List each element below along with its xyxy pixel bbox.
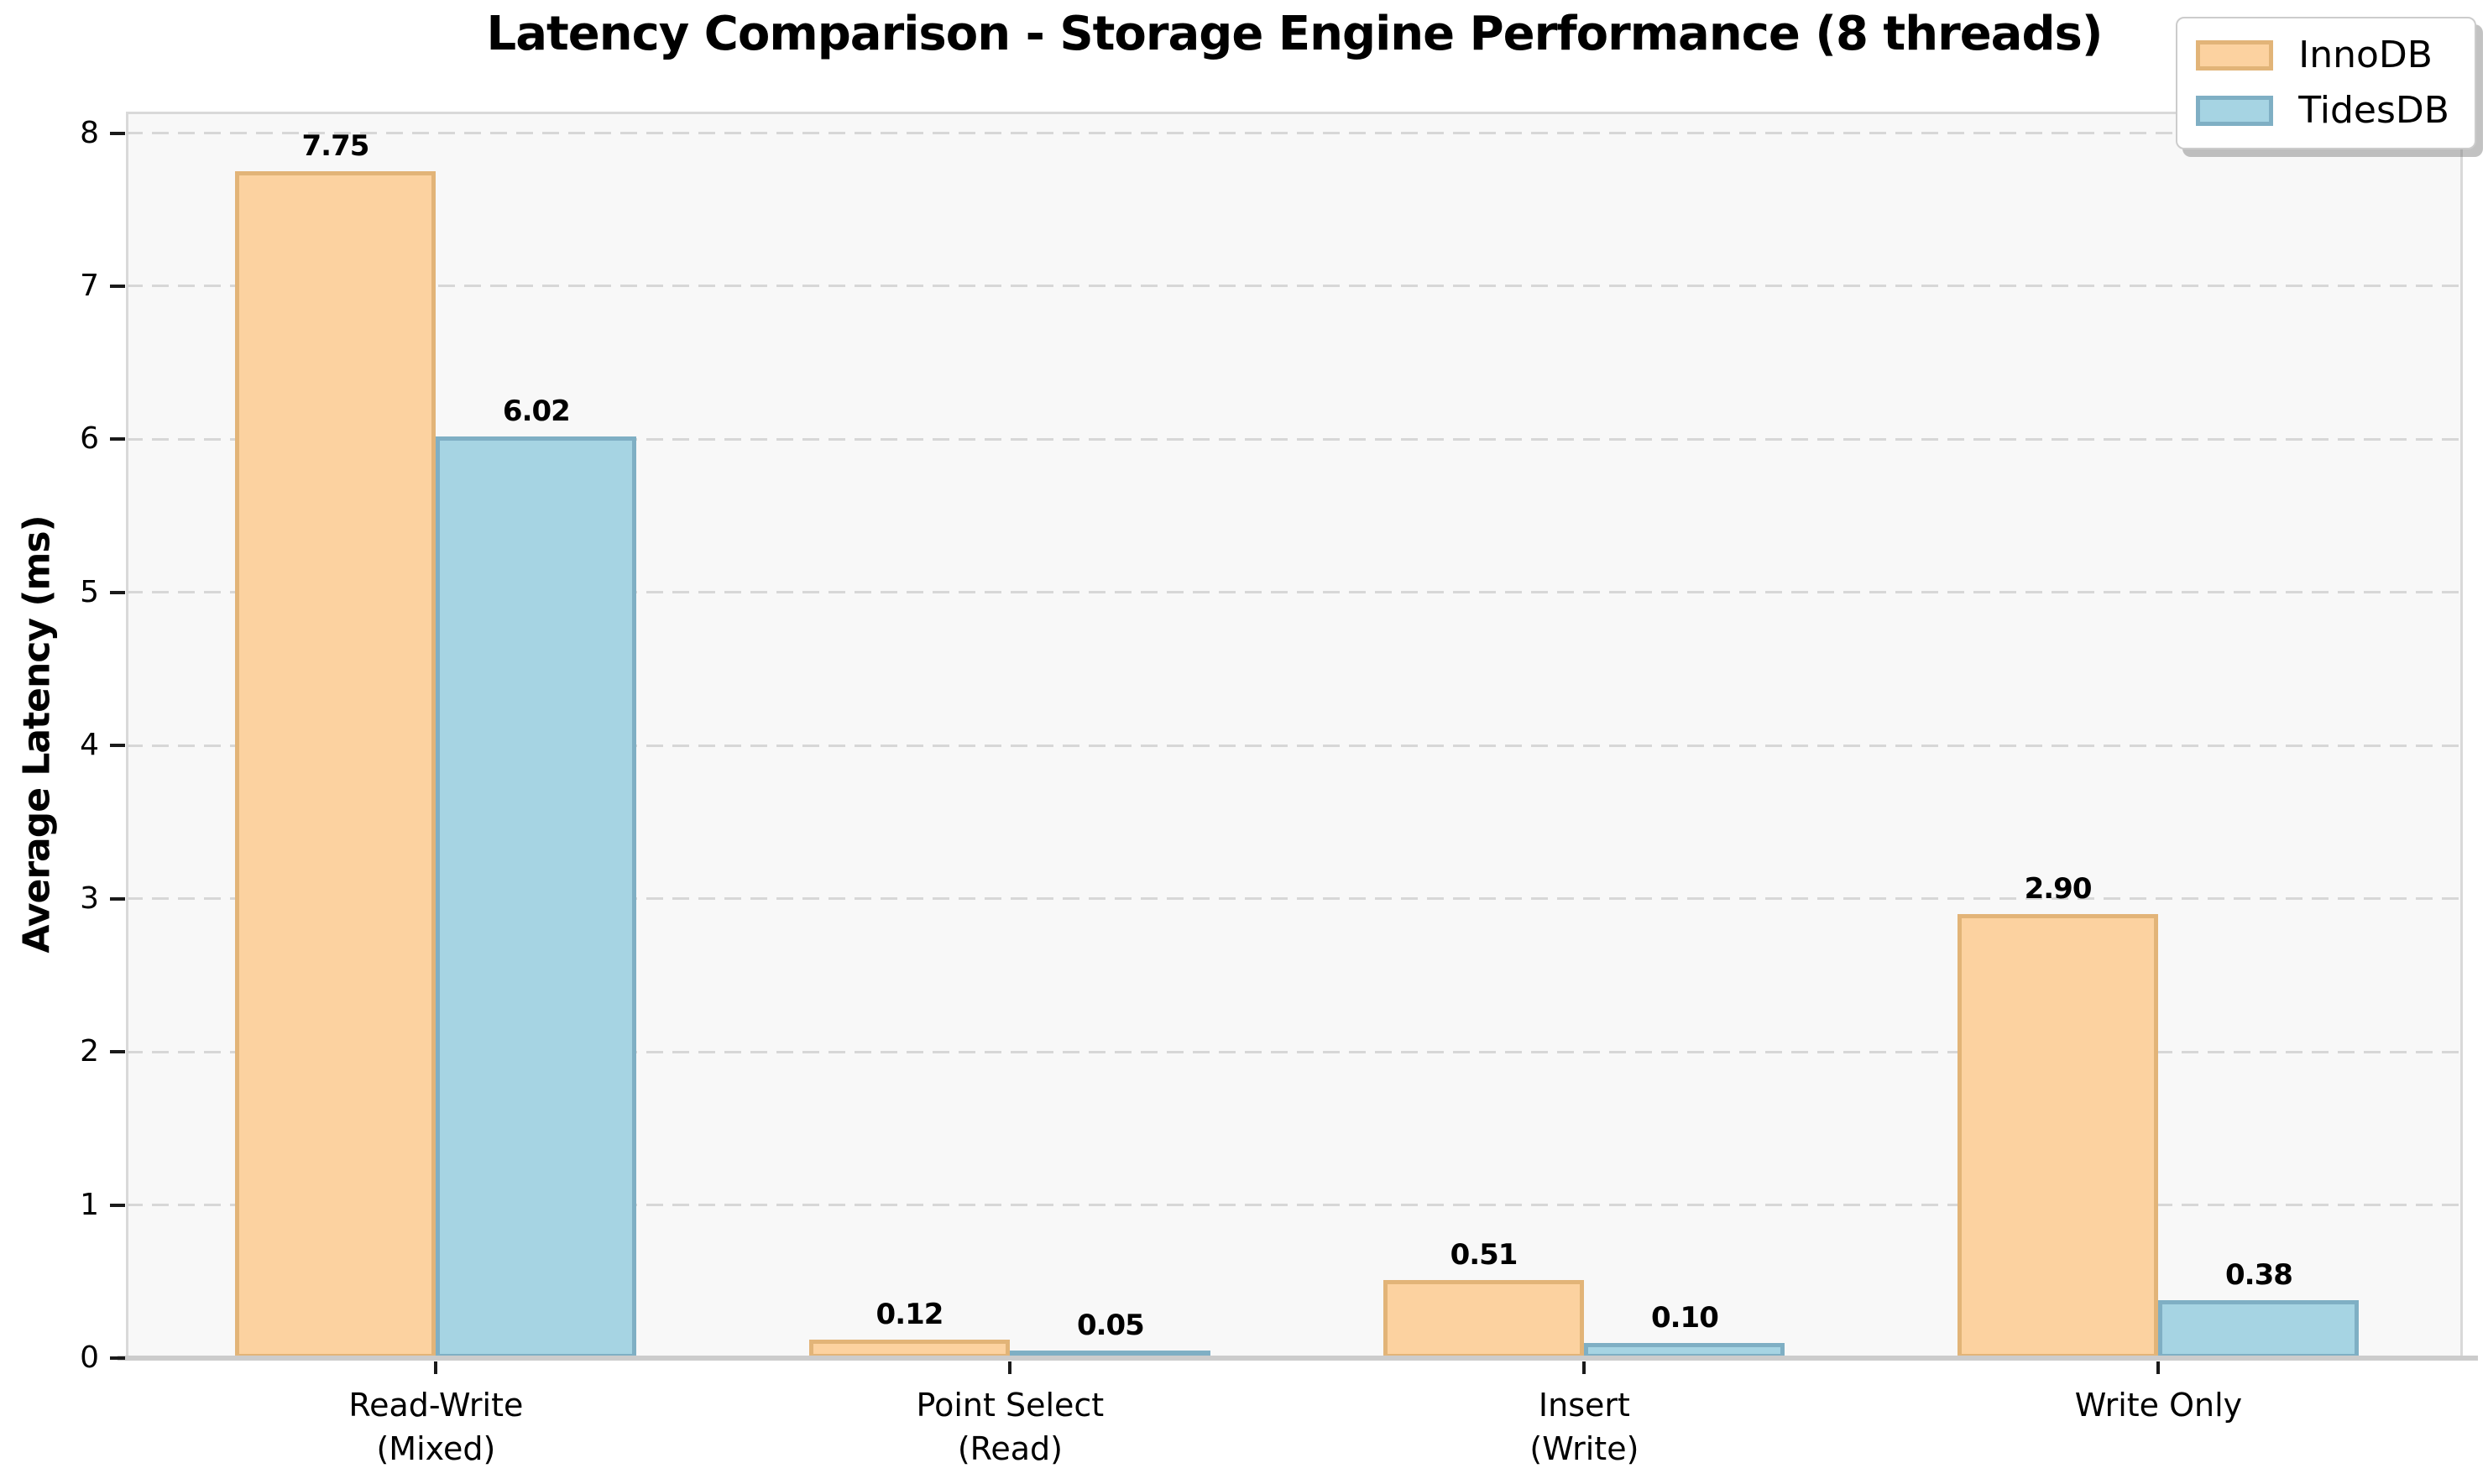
xtick-mark-insert-write (1582, 1361, 1586, 1374)
gridline-8 (126, 132, 2463, 135)
gridline-5 (126, 591, 2463, 594)
gridline-7 (126, 285, 2463, 288)
gridline-3 (126, 897, 2463, 901)
legend-label-tidesdb: TidesDB (2298, 89, 2449, 132)
chart-title: Latency Comparison - Storage Engine Perf… (486, 7, 2104, 61)
value-label-innodb-read-write-mixed: 7.75 (301, 129, 370, 164)
value-label-tidesdb-point-select-read: 0.05 (1076, 1308, 1145, 1342)
xtick-label-point-select-read: Point Select (Read) (916, 1387, 1105, 1467)
xtick-mark-point-select-read (1008, 1361, 1012, 1374)
xtick-label-write-only: Write Only (2074, 1387, 2243, 1424)
ytick-label-8: 8 (80, 115, 99, 150)
gridline-6 (126, 437, 2463, 441)
ytick-label-1: 1 (80, 1187, 99, 1222)
x-axis-line (118, 1356, 2478, 1361)
xtick-mark-read-write-mixed (434, 1361, 438, 1374)
ytick-label-2: 2 (80, 1034, 99, 1069)
bar-innodb-read-write-mixed (234, 171, 436, 1358)
ytick-label-3: 3 (80, 880, 99, 916)
ytick-label-7: 7 (80, 268, 99, 303)
bar-tidesdb-read-write-mixed (436, 436, 637, 1358)
legend-swatch-innodb (2196, 40, 2274, 71)
ytick-label-5: 5 (80, 574, 99, 609)
ytick-mark-4 (110, 744, 125, 748)
legend-item-tidesdb: TidesDB (2196, 91, 2449, 131)
ytick-label-0: 0 (80, 1340, 99, 1375)
ytick-mark-1 (110, 1203, 125, 1207)
ytick-label-4: 4 (80, 728, 99, 763)
xtick-label-insert-write: Insert (Write) (1529, 1387, 1639, 1467)
ytick-mark-5 (110, 590, 125, 594)
ytick-mark-0 (110, 1356, 125, 1360)
value-label-innodb-insert-write: 0.51 (1450, 1237, 1518, 1272)
gridline-2 (126, 1050, 2463, 1053)
legend: InnoDB TidesDB (2176, 17, 2476, 149)
ytick-mark-2 (110, 1050, 125, 1054)
ytick-mark-6 (110, 437, 125, 442)
value-label-innodb-write-only: 2.90 (2024, 871, 2093, 906)
gridline-4 (126, 744, 2463, 747)
bar-tidesdb-write-only (2158, 1299, 2360, 1358)
legend-swatch-tidesdb (2196, 96, 2274, 126)
value-label-tidesdb-write-only: 0.38 (2225, 1257, 2293, 1292)
bar-innodb-write-only (1957, 913, 2159, 1358)
value-label-tidesdb-insert-write: 0.10 (1650, 1300, 1719, 1335)
xtick-label-read-write-mixed: Read-Write (Mixed) (348, 1387, 524, 1467)
legend-item-innodb: InnoDB (2196, 35, 2449, 76)
ytick-mark-8 (110, 131, 125, 135)
legend-label-innodb: InnoDB (2298, 34, 2433, 76)
ytick-mark-3 (110, 896, 125, 901)
ytick-label-6: 6 (80, 421, 99, 457)
ytick-mark-7 (110, 284, 125, 288)
value-label-innodb-point-select-read: 0.12 (876, 1298, 944, 1332)
bar-innodb-insert-write (1383, 1279, 1585, 1358)
gridline-1 (126, 1204, 2463, 1207)
value-label-tidesdb-read-write-mixed: 6.02 (502, 394, 571, 428)
xtick-mark-write-only (2156, 1361, 2161, 1374)
